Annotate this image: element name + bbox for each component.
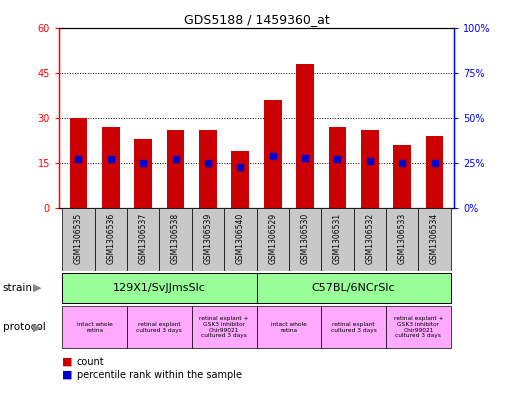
Text: GSM1306531: GSM1306531 bbox=[333, 213, 342, 264]
Text: 129X1/SvJJmsSlc: 129X1/SvJJmsSlc bbox=[113, 283, 206, 293]
Text: GSM1306530: GSM1306530 bbox=[301, 213, 309, 264]
Bar bbox=[256, 208, 289, 271]
Bar bbox=[321, 306, 386, 349]
Text: protocol: protocol bbox=[3, 322, 45, 332]
Title: GDS5188 / 1459360_at: GDS5188 / 1459360_at bbox=[184, 13, 329, 26]
Bar bbox=[264, 100, 282, 208]
Text: GSM1306540: GSM1306540 bbox=[236, 213, 245, 264]
Text: retinal explant +
GSK3 inhibitor
Chir99021
cultured 3 days: retinal explant + GSK3 inhibitor Chir990… bbox=[393, 316, 443, 338]
Bar bbox=[426, 136, 443, 208]
Bar bbox=[256, 306, 321, 349]
Text: retinal explant
cultured 3 days: retinal explant cultured 3 days bbox=[331, 322, 377, 332]
Bar bbox=[256, 273, 451, 303]
Text: GSM1306535: GSM1306535 bbox=[74, 213, 83, 264]
Text: GSM1306538: GSM1306538 bbox=[171, 213, 180, 264]
Bar bbox=[231, 151, 249, 208]
Bar bbox=[127, 208, 160, 271]
Text: GSM1306539: GSM1306539 bbox=[204, 213, 212, 264]
Text: GSM1306536: GSM1306536 bbox=[106, 213, 115, 264]
Text: retinal explant +
GSK3 inhibitor
Chir99021
cultured 3 days: retinal explant + GSK3 inhibitor Chir990… bbox=[200, 316, 249, 338]
Bar bbox=[160, 208, 192, 271]
Bar bbox=[224, 208, 256, 271]
Bar bbox=[62, 208, 94, 271]
Bar bbox=[127, 306, 192, 349]
Bar bbox=[321, 208, 353, 271]
Bar bbox=[94, 208, 127, 271]
Bar bbox=[70, 118, 87, 208]
Text: intact whole
retina: intact whole retina bbox=[271, 322, 307, 332]
Text: ▶: ▶ bbox=[33, 322, 41, 332]
Text: GSM1306534: GSM1306534 bbox=[430, 213, 439, 264]
Bar bbox=[353, 208, 386, 271]
Bar bbox=[393, 145, 411, 208]
Bar bbox=[199, 130, 217, 208]
Text: ▶: ▶ bbox=[33, 283, 41, 293]
Text: GSM1306532: GSM1306532 bbox=[365, 213, 374, 264]
Text: GSM1306537: GSM1306537 bbox=[139, 213, 148, 264]
Bar bbox=[361, 130, 379, 208]
Text: count: count bbox=[77, 356, 105, 367]
Text: strain: strain bbox=[3, 283, 32, 293]
Text: ■: ■ bbox=[62, 356, 72, 367]
Text: percentile rank within the sample: percentile rank within the sample bbox=[77, 369, 242, 380]
Bar bbox=[167, 130, 185, 208]
Bar bbox=[192, 306, 256, 349]
Bar bbox=[62, 306, 127, 349]
Bar bbox=[328, 127, 346, 208]
Text: intact whole
retina: intact whole retina bbox=[76, 322, 112, 332]
Bar bbox=[134, 139, 152, 208]
Bar bbox=[102, 127, 120, 208]
Bar bbox=[62, 273, 256, 303]
Bar bbox=[192, 208, 224, 271]
Bar bbox=[386, 208, 419, 271]
Text: GSM1306529: GSM1306529 bbox=[268, 213, 277, 264]
Text: retinal explant
cultured 3 days: retinal explant cultured 3 days bbox=[136, 322, 182, 332]
Text: GSM1306533: GSM1306533 bbox=[398, 213, 407, 264]
Bar bbox=[419, 208, 451, 271]
Text: ■: ■ bbox=[62, 369, 72, 380]
Bar bbox=[296, 64, 314, 208]
Text: C57BL/6NCrSlc: C57BL/6NCrSlc bbox=[312, 283, 396, 293]
Bar bbox=[386, 306, 451, 349]
Bar bbox=[289, 208, 321, 271]
